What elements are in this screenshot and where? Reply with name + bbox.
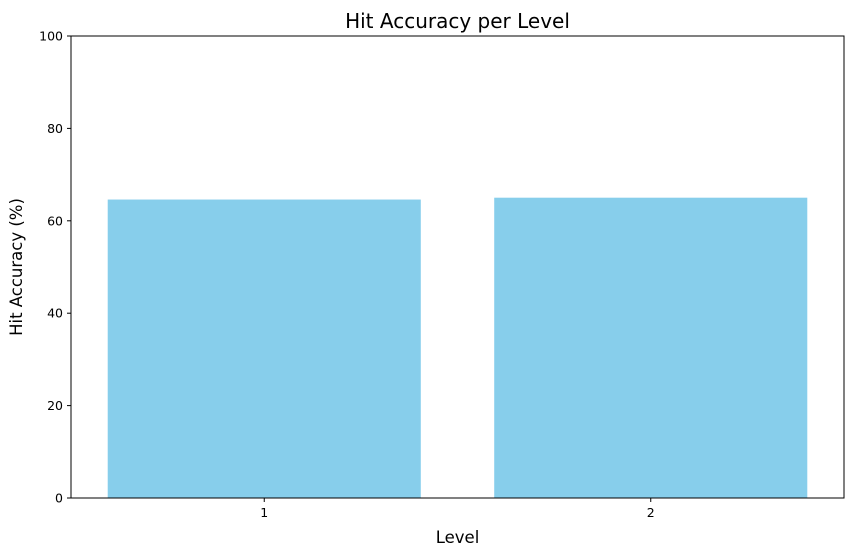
x-axis-label: Level: [436, 528, 480, 547]
y-tick-label: 0: [55, 491, 63, 506]
y-tick-label: 20: [47, 398, 63, 413]
y-tick-label: 80: [47, 121, 63, 136]
y-tick-label: 100: [39, 29, 63, 44]
bar-level-1: [107, 199, 421, 498]
bar-level-2: [494, 197, 808, 498]
x-tick-label: 2: [647, 505, 655, 520]
y-axis-label: Hit Accuracy (%): [7, 198, 26, 336]
bars-group: [107, 197, 808, 498]
y-tick-label: 40: [47, 306, 63, 321]
y-tick-label: 60: [47, 213, 63, 228]
x-tick-label: 1: [260, 505, 268, 520]
y-axis-ticks: 0 20 40 60 80 100: [39, 29, 71, 506]
chart-title: Hit Accuracy per Level: [345, 9, 570, 33]
plot-frame: [70, 35, 845, 499]
